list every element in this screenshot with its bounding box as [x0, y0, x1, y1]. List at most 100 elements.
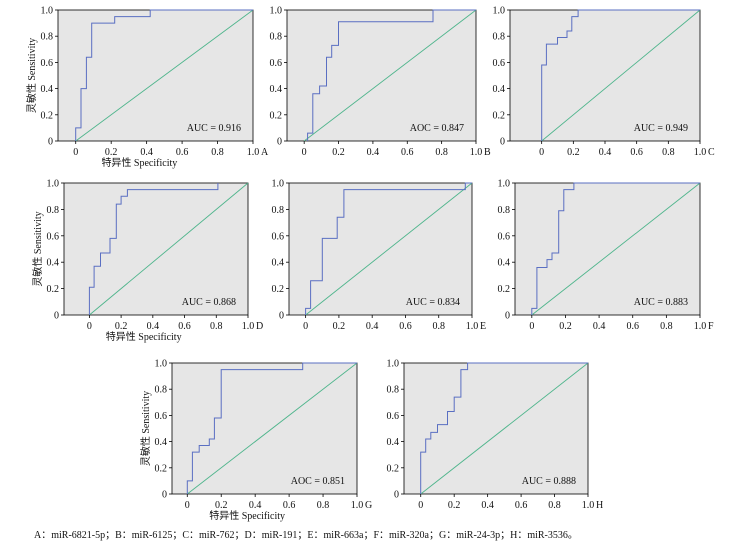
x-tick-label: 0.6 [515, 500, 528, 511]
x-tick-label: 0 [529, 321, 534, 332]
auc-annotation: AUC = 0.949 [634, 123, 688, 134]
y-tick-label: 0.8 [493, 32, 506, 43]
y-tick-label: 0.6 [155, 411, 168, 422]
plot-area [171, 362, 358, 495]
x-tick-label: 0.4 [599, 147, 612, 158]
y-tick-label: 0.6 [41, 58, 54, 69]
x-tick-label: 0.6 [399, 321, 412, 332]
y-tick-label: 0.4 [155, 437, 168, 448]
panel-label: F [708, 321, 714, 332]
x-tick-label: 0.2 [105, 147, 118, 158]
x-tick-label: 0.4 [366, 321, 379, 332]
y-tick-label: 0.2 [387, 463, 400, 474]
x-tick-label: 0.2 [448, 500, 461, 511]
y-tick-label: 0.2 [41, 110, 54, 121]
reference-line [303, 9, 477, 142]
y-tick-label: 0 [162, 490, 167, 501]
x-tick-label: 0.8 [548, 500, 561, 511]
roc-panel-e: 0 0.2 0.4 0.6 0.8 1.0 0 0.2 0.4 0.6 0.8 1.0 AUC = 0.… [272, 179, 487, 333]
y-tick-label: 0 [48, 137, 53, 148]
y-tick-label: 0.4 [41, 84, 54, 95]
x-tick-label: 0.8 [662, 147, 675, 158]
y-tick-label: 0 [279, 311, 284, 322]
roc-panel-f: 0 0.2 0.4 0.6 0.8 1.0 0 0.2 0.4 0.6 0.8 1.0 AUC = 0.… [498, 179, 715, 333]
x-tick-label: 1.0 [582, 500, 595, 511]
plot-area [63, 182, 249, 316]
auc-annotation: AUC = 0.888 [522, 476, 576, 487]
x-tick-label: 0.2 [115, 321, 128, 332]
roc-curve [88, 183, 219, 315]
x-tick-label: 0 [73, 147, 78, 158]
y-tick-label: 0.4 [498, 258, 511, 269]
roc-curve [75, 9, 253, 141]
x-tick-label: 0.6 [283, 500, 296, 511]
roc-panel-g: 0 0.2 0.4 0.6 0.8 1.0 0 0.2 0.4 0.6 0.8 1.0 AOC = 0.… [139, 359, 372, 523]
y-tick-label: 1.0 [493, 6, 506, 17]
y-tick-label: 0.6 [272, 231, 285, 242]
reference-line [187, 362, 358, 495]
reference-line [305, 182, 473, 316]
x-tick-label: 1.0 [470, 147, 483, 158]
y-tick-label: 0.2 [498, 284, 511, 295]
x-tick-label: 0.2 [559, 321, 572, 332]
y-tick-label: 0.2 [270, 110, 283, 121]
x-tick-label: 0.8 [435, 147, 448, 158]
y-tick-label: 0.6 [47, 231, 60, 242]
x-tick-label: 0.4 [367, 147, 380, 158]
x-tick-label: 0.4 [147, 321, 160, 332]
x-tick-label: 1.0 [694, 321, 707, 332]
x-tick-label: 1.0 [242, 321, 255, 332]
y-tick-label: 0.8 [41, 32, 54, 43]
x-tick-label: 0.4 [249, 500, 262, 511]
y-tick-label: 0 [394, 490, 399, 501]
reference-line [420, 362, 589, 495]
roc-panel-b: 0 0.2 0.4 0.6 0.8 1.0 0 0.2 0.4 0.6 0.8 1.0 AOC = 0.… [270, 6, 492, 159]
y-tick-label: 1.0 [498, 179, 511, 190]
roc-curve [541, 9, 700, 141]
y-tick-label: 0.4 [272, 258, 285, 269]
y-axis-label: 灵敏性 Sensitivity [139, 391, 152, 466]
y-tick-label: 0.2 [272, 284, 285, 295]
y-tick-label: 0.6 [498, 231, 511, 242]
x-tick-label: 1.0 [351, 500, 364, 511]
x-tick-label: 0.4 [140, 147, 153, 158]
y-tick-label: 1.0 [41, 6, 54, 17]
plot-area [288, 182, 473, 316]
y-tick-label: 0.4 [270, 84, 283, 95]
y-tick-label: 0.8 [270, 32, 283, 43]
x-tick-label: 0.2 [215, 500, 228, 511]
x-tick-label: 0.6 [176, 147, 189, 158]
x-tick-label: 0.8 [211, 147, 224, 158]
x-tick-label: 0.8 [210, 321, 223, 332]
y-tick-label: 0.2 [47, 284, 60, 295]
x-tick-label: 0.4 [593, 321, 606, 332]
y-tick-label: 0.8 [387, 385, 400, 396]
y-tick-label: 0.6 [493, 58, 506, 69]
x-tick-label: 1.0 [247, 147, 260, 158]
y-tick-label: 0.4 [387, 437, 400, 448]
y-tick-label: 0.8 [272, 205, 285, 216]
panel-label: E [480, 321, 486, 332]
y-tick-label: 0.4 [47, 258, 60, 269]
x-tick-label: 0.2 [332, 147, 345, 158]
y-tick-label: 0 [500, 137, 505, 148]
x-tick-label: 0.2 [333, 321, 346, 332]
panel-label: D [256, 321, 263, 332]
x-tick-label: 0.6 [401, 147, 414, 158]
roc-panel-d: 0 0.2 0.4 0.6 0.8 1.0 0 0.2 0.4 0.6 0.8 1.0 AUC = 0.… [31, 179, 263, 344]
reference-line [531, 182, 701, 316]
x-tick-label: 1.0 [694, 147, 707, 158]
y-tick-label: 1.0 [47, 179, 60, 190]
y-tick-label: 0.6 [387, 411, 400, 422]
auc-annotation: AUC = 0.916 [187, 123, 241, 134]
reference-line [75, 9, 254, 142]
y-tick-label: 1.0 [387, 359, 400, 370]
y-tick-label: 0.8 [498, 205, 511, 216]
y-tick-label: 0 [277, 137, 282, 148]
x-axis-label: 特异性 Specificity [209, 509, 285, 522]
auc-annotation: AUC = 0.883 [634, 297, 688, 308]
x-tick-label: 0.4 [481, 500, 494, 511]
roc-panel-c: 0 0.2 0.4 0.6 0.8 1.0 0 0.2 0.4 0.6 0.8 1.0 AUC = 0.… [493, 6, 716, 159]
y-tick-label: 0.8 [47, 205, 60, 216]
